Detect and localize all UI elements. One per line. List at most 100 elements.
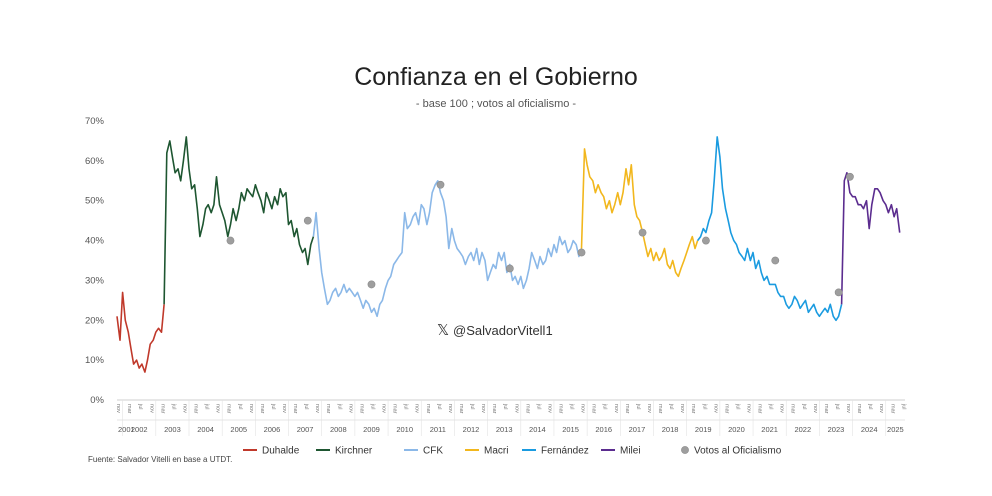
- month-tick-label: jul: [569, 403, 575, 410]
- month-tick-label: mar: [823, 404, 829, 414]
- month-tick-label: nov: [845, 404, 851, 413]
- year-tick-label: 2024: [861, 425, 878, 434]
- watermark: 𝕏 @SalvadorVitell1: [437, 321, 553, 339]
- year-tick-label: 2007: [297, 425, 314, 434]
- month-tick-label: mar: [458, 404, 464, 414]
- month-tick-label: mar: [193, 404, 199, 414]
- y-tick-label: 40%: [85, 236, 105, 247]
- month-tick-label: jul: [170, 403, 176, 410]
- month-tick-label: mar: [325, 404, 331, 414]
- month-tick-label: nov: [414, 404, 420, 413]
- month-tick-label: nov: [546, 404, 552, 413]
- legend-label-milei: Milei: [620, 446, 641, 457]
- year-tick-label: 2013: [496, 425, 513, 434]
- month-tick-label: jul: [834, 403, 840, 410]
- month-tick-label: mar: [624, 404, 630, 414]
- month-tick-label: nov: [679, 404, 685, 413]
- month-tick-label: nov: [215, 404, 221, 413]
- series-line-cfk: [312, 180, 583, 318]
- month-tick-label: jul: [734, 403, 740, 410]
- vote-marker: [505, 264, 514, 273]
- month-tick-label: jul: [867, 403, 873, 410]
- y-tick-label: 70%: [85, 116, 105, 127]
- month-tick-label: nov: [812, 404, 818, 413]
- month-tick-label: nov: [181, 404, 187, 413]
- vote-marker: [367, 280, 376, 289]
- vote-marker: [846, 172, 854, 181]
- month-tick-label: mar: [856, 404, 862, 414]
- y-tick-label: 60%: [85, 156, 105, 167]
- month-tick-label: jul: [204, 403, 210, 410]
- y-tick-label: 0%: [90, 395, 104, 406]
- year-tick-label: 2020: [728, 425, 745, 434]
- month-tick-label: nov: [513, 404, 519, 413]
- chart-title: Confianza en el Gobierno: [354, 63, 638, 91]
- vote-marker: [702, 236, 710, 245]
- legend-label-macri: Macri: [484, 446, 508, 457]
- month-tick-label: mar: [524, 404, 530, 414]
- year-tick-label: 2023: [828, 425, 845, 434]
- month-tick-label: mar: [425, 404, 431, 414]
- vote-marker: [303, 216, 312, 225]
- vote-marker: [226, 236, 235, 245]
- year-tick-label: 2012: [463, 425, 480, 434]
- month-tick-label: jul: [369, 403, 375, 410]
- month-tick-label: jul: [403, 403, 409, 410]
- year-tick-label: 2005: [230, 425, 247, 434]
- series-line-duhalde: [116, 291, 165, 373]
- month-tick-label: nov: [878, 404, 884, 413]
- legend: Duhalde Kirchner CFK Macri Fernández Milei Vot…: [243, 446, 782, 457]
- y-tick-label: 20%: [85, 315, 105, 326]
- month-tick-label: jul: [270, 403, 276, 410]
- vote-marker: [771, 256, 780, 265]
- month-tick-label: jul: [801, 403, 807, 410]
- year-tick-label: 2015: [562, 425, 579, 434]
- month-tick-label: mar: [889, 404, 895, 414]
- year-tick-label: 2001: [118, 425, 135, 434]
- month-tick-label: nov: [248, 404, 254, 413]
- series-line-milei: [840, 172, 901, 305]
- month-tick-label: mar: [159, 404, 165, 414]
- y-tick-label: 10%: [85, 355, 105, 366]
- month-tick-label: jul: [602, 403, 608, 410]
- series-layer: [116, 136, 901, 373]
- month-tick-label: mar: [591, 404, 597, 414]
- year-tick-label: 2025: [887, 425, 904, 434]
- vote-marker: [638, 228, 647, 237]
- month-tick-label: mar: [790, 404, 796, 414]
- vote-marker: [577, 248, 586, 257]
- year-tick-label: 2003: [164, 425, 181, 434]
- month-tick-label: nov: [447, 404, 453, 413]
- y-tick-label: 50%: [85, 196, 105, 207]
- month-tick-label: jul: [137, 403, 143, 410]
- year-tick-label: 2009: [363, 425, 380, 434]
- month-tick-label: jul: [336, 403, 342, 410]
- series-line-kirchner: [163, 136, 315, 305]
- month-tick-label: jul: [701, 403, 707, 410]
- month-tick-label: mar: [292, 404, 298, 414]
- year-tick-label: 2008: [330, 425, 347, 434]
- month-tick-label: jul: [900, 403, 906, 410]
- month-tick-label: nov: [115, 404, 121, 413]
- month-tick-label: nov: [646, 404, 652, 413]
- year-tick-label: 2011: [430, 425, 446, 434]
- year-tick-label: 2004: [197, 425, 214, 434]
- year-tick-label: 2017: [629, 425, 646, 434]
- legend-label-fernandez: Fernández: [541, 446, 589, 457]
- month-tick-label: jul: [303, 403, 309, 410]
- chart-subtitle: - base 100 ; votos al oficialismo -: [416, 98, 577, 110]
- year-tick-label: 2019: [695, 425, 712, 434]
- month-tick-label: nov: [712, 404, 718, 413]
- month-tick-label: nov: [613, 404, 619, 413]
- series-line-fernandez: [696, 136, 843, 322]
- month-tick-label: jul: [668, 403, 674, 410]
- month-tick-label: nov: [347, 404, 353, 413]
- vote-marker: [834, 288, 843, 297]
- month-tick-label: mar: [358, 404, 364, 414]
- votes-layer: [226, 172, 854, 297]
- y-axis: 0% 10% 20% 30% 40% 50% 60% 70%: [85, 116, 105, 406]
- month-tick-label: mar: [690, 404, 696, 414]
- watermark-handle: @SalvadorVitell1: [453, 323, 553, 338]
